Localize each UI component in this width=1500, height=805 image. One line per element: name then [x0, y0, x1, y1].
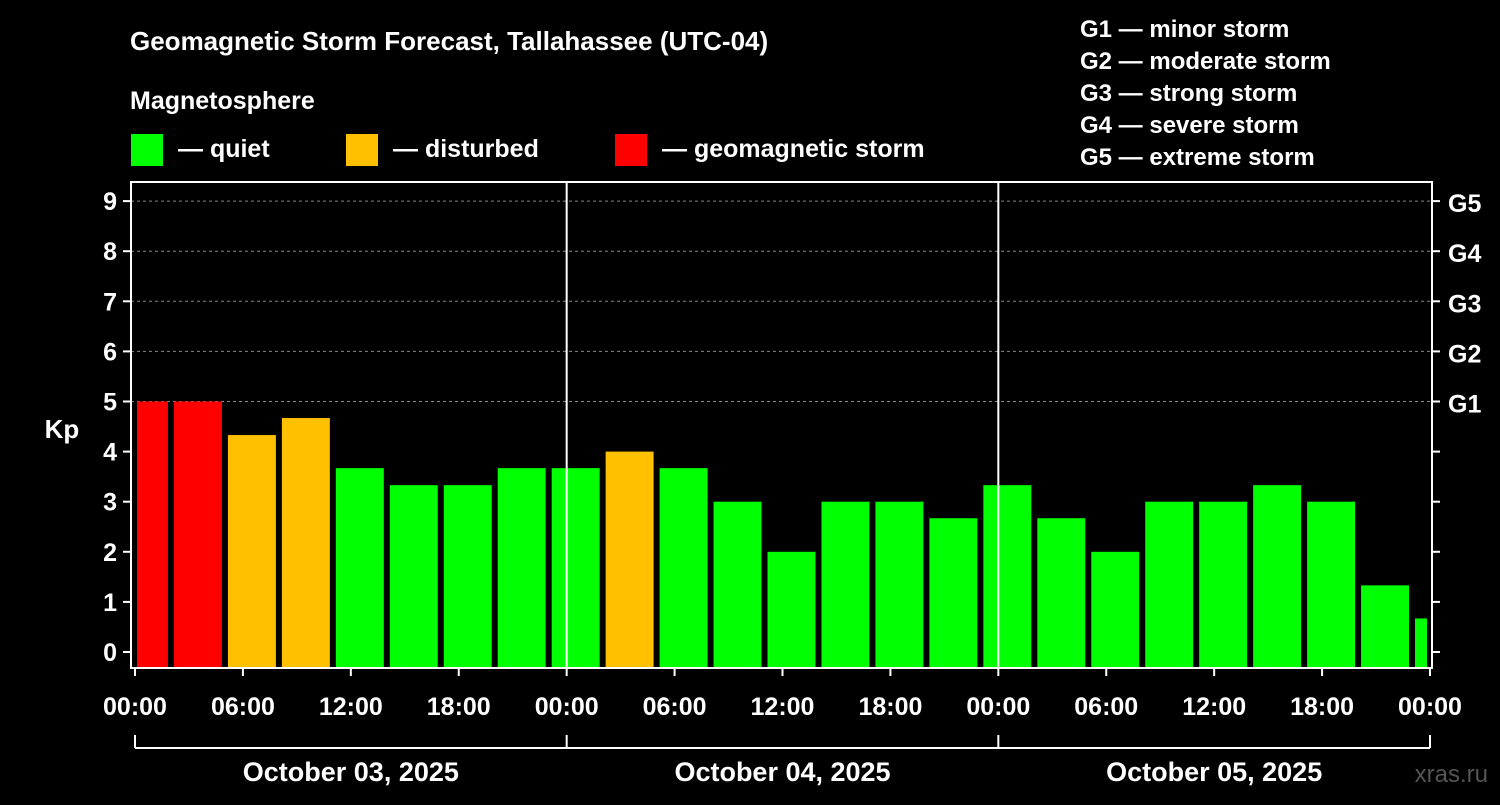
kp-bar	[173, 401, 222, 668]
storm-level-label: G5	[1448, 190, 1481, 218]
storm-level-label: G1	[1448, 391, 1481, 419]
storm-level-label: G3	[1448, 290, 1481, 318]
chart-title: Geomagnetic Storm Forecast, Tallahassee …	[130, 26, 768, 56]
kp-bar	[227, 435, 276, 668]
kp-bar	[929, 518, 978, 668]
kp-bar	[1307, 501, 1356, 668]
y-tick-label: 6	[103, 338, 117, 366]
y-tick-label: 3	[103, 489, 117, 517]
y-tick-label: 2	[103, 539, 117, 567]
x-tick-label: 00:00	[966, 693, 1030, 721]
kp-bar	[1253, 485, 1302, 668]
kp-bar	[1145, 501, 1194, 668]
legend-label: — disturbed	[393, 135, 539, 163]
kp-bar	[335, 468, 384, 668]
kp-bar	[1199, 501, 1248, 668]
x-tick-label: 18:00	[427, 693, 491, 721]
y-tick-label: 9	[103, 188, 117, 216]
y-tick-label: 1	[103, 589, 117, 617]
storm-scale-entry: G2 — moderate storm	[1080, 48, 1331, 75]
y-tick-label: 0	[103, 639, 117, 667]
x-tick-label: 00:00	[103, 693, 167, 721]
kp-bar	[875, 501, 924, 668]
kp-bar	[659, 468, 708, 668]
kp-bar	[821, 501, 870, 668]
y-tick-label: 4	[103, 439, 117, 467]
legend-swatch	[615, 134, 647, 166]
storm-scale-entry: G5 — extreme storm	[1080, 144, 1315, 171]
y-axis-label: Kp	[45, 414, 80, 444]
x-tick-label: 06:00	[643, 693, 707, 721]
legend-swatch	[346, 134, 378, 166]
kp-bar	[983, 485, 1032, 668]
date-label: October 03, 2025	[243, 757, 459, 787]
legend-title: Magnetosphere	[130, 87, 315, 115]
x-tick-label: 18:00	[858, 693, 922, 721]
legend-label: — quiet	[178, 135, 270, 163]
kp-bar	[605, 451, 654, 668]
kp-bar	[767, 551, 816, 668]
storm-scale-entry: G3 — strong storm	[1080, 80, 1297, 107]
x-tick-label: 12:00	[1182, 693, 1246, 721]
kp-bar	[443, 485, 492, 668]
kp-bar	[389, 485, 438, 668]
storm-level-label: G2	[1448, 340, 1481, 368]
kp-bar	[1037, 518, 1086, 668]
storm-scale-entry: G4 — severe storm	[1080, 112, 1299, 139]
kp-bar	[1091, 551, 1140, 668]
x-tick-label: 06:00	[211, 693, 275, 721]
watermark: xras.ru	[1415, 761, 1488, 788]
legend-swatch	[131, 134, 163, 166]
y-tick-label: 8	[103, 238, 117, 266]
x-tick-label: 06:00	[1074, 693, 1138, 721]
kp-bar	[1361, 585, 1410, 668]
kp-bar	[551, 468, 600, 668]
kp-bar	[137, 401, 168, 668]
legend-label: — geomagnetic storm	[662, 135, 925, 163]
kp-bar	[497, 468, 546, 668]
x-tick-label: 00:00	[1398, 693, 1462, 721]
x-tick-label: 12:00	[319, 693, 383, 721]
x-tick-label: 00:00	[535, 693, 599, 721]
y-tick-label: 7	[103, 288, 117, 316]
x-tick-label: 12:00	[751, 693, 815, 721]
kp-bar	[1415, 618, 1427, 668]
kp-bar	[713, 501, 762, 668]
y-tick-label: 5	[103, 389, 117, 417]
x-tick-label: 18:00	[1290, 693, 1354, 721]
storm-level-label: G4	[1448, 240, 1481, 268]
kp-bar	[281, 418, 330, 668]
date-label: October 04, 2025	[674, 757, 890, 787]
date-label: October 05, 2025	[1106, 757, 1322, 787]
storm-scale-entry: G1 — minor storm	[1080, 16, 1289, 43]
